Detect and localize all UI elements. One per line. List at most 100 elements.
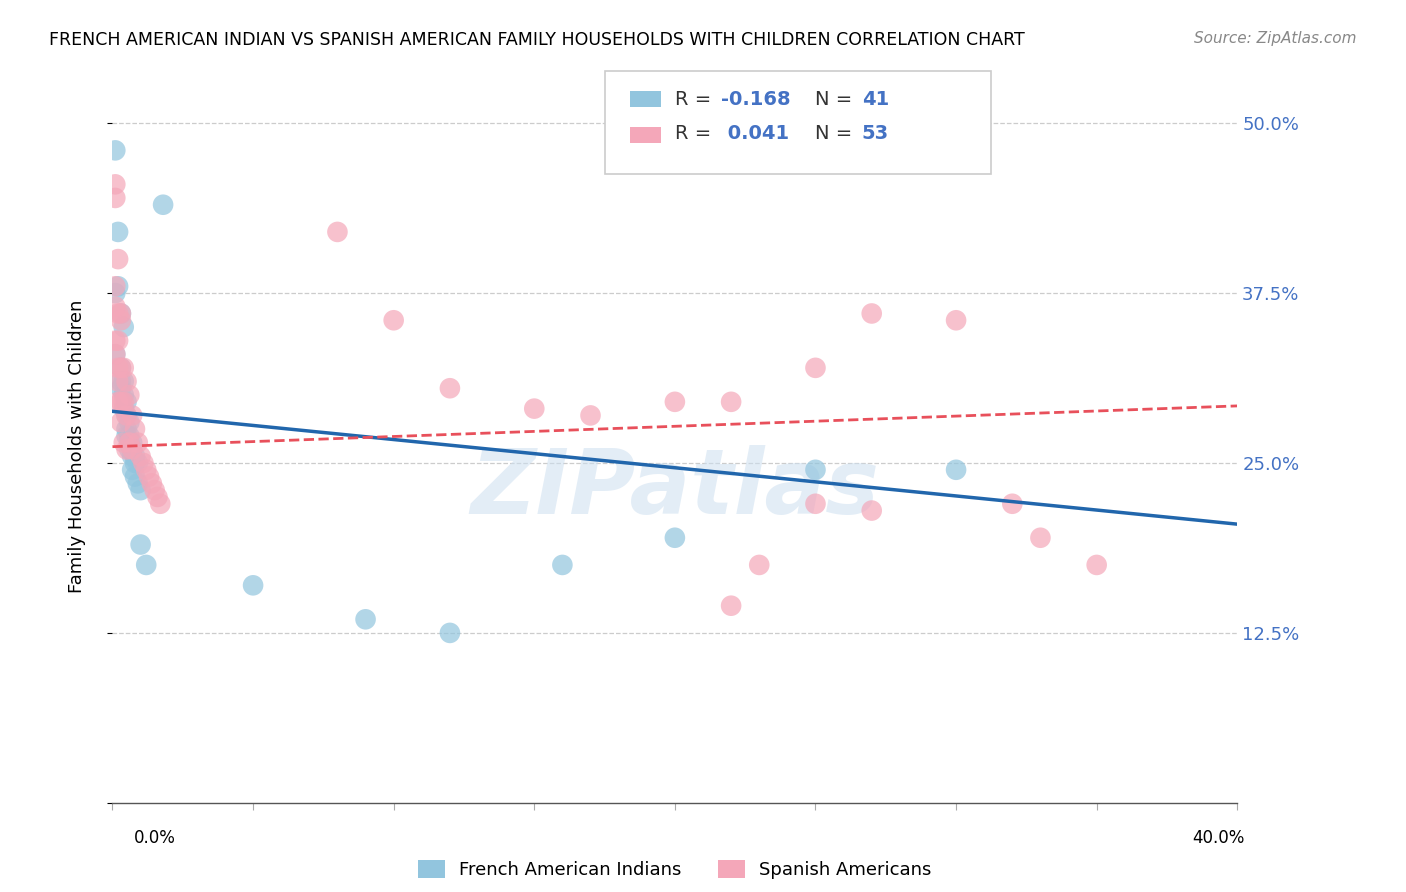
Point — [354, 612, 377, 626]
Point — [104, 144, 127, 158]
Point — [382, 313, 405, 327]
Point — [110, 360, 132, 375]
Point — [115, 375, 138, 389]
Point — [112, 375, 135, 389]
Text: N =: N = — [815, 124, 859, 144]
Point — [146, 490, 169, 504]
Point — [121, 463, 143, 477]
Point — [804, 497, 827, 511]
Text: 53: 53 — [862, 124, 889, 144]
Point — [118, 442, 141, 457]
Point — [860, 503, 883, 517]
Point — [107, 334, 129, 348]
Text: 40.0%: 40.0% — [1192, 829, 1244, 847]
Text: 0.041: 0.041 — [721, 124, 789, 144]
Point — [121, 442, 143, 457]
Point — [118, 415, 141, 429]
Text: 0.0%: 0.0% — [134, 829, 176, 847]
Point — [107, 225, 129, 239]
Point — [945, 463, 967, 477]
Point — [118, 388, 141, 402]
Point — [115, 409, 138, 423]
Point — [104, 191, 127, 205]
Point — [110, 415, 132, 429]
Point — [107, 306, 129, 320]
Point — [104, 286, 127, 301]
Text: FRENCH AMERICAN INDIAN VS SPANISH AMERICAN FAMILY HOUSEHOLDS WITH CHILDREN CORRE: FRENCH AMERICAN INDIAN VS SPANISH AMERIC… — [49, 31, 1025, 49]
Point — [110, 394, 132, 409]
Point — [127, 476, 149, 491]
Point — [945, 313, 967, 327]
Point — [104, 334, 127, 348]
Point — [523, 401, 546, 416]
Point — [129, 537, 152, 551]
Point — [1001, 497, 1024, 511]
Point — [439, 381, 461, 395]
Point — [104, 178, 127, 192]
Point — [124, 422, 146, 436]
Text: N =: N = — [815, 89, 859, 109]
Point — [720, 394, 742, 409]
Point — [112, 394, 135, 409]
Point — [124, 449, 146, 463]
Point — [112, 401, 135, 416]
Text: R =: R = — [675, 89, 717, 109]
Point — [107, 360, 129, 375]
Point — [124, 469, 146, 483]
Point — [149, 497, 172, 511]
Point — [579, 409, 602, 423]
Point — [664, 531, 686, 545]
Point — [118, 429, 141, 443]
Point — [748, 558, 770, 572]
Text: 41: 41 — [862, 89, 889, 109]
Point — [1085, 558, 1108, 572]
Point — [110, 306, 132, 320]
Point — [110, 381, 132, 395]
Point — [115, 394, 138, 409]
Text: Source: ZipAtlas.com: Source: ZipAtlas.com — [1194, 31, 1357, 46]
Point — [115, 429, 138, 443]
Point — [1029, 531, 1052, 545]
Point — [129, 483, 152, 498]
Point — [112, 320, 135, 334]
Point — [121, 442, 143, 457]
Point — [110, 306, 132, 320]
Point — [152, 198, 174, 212]
Point — [110, 360, 132, 375]
Point — [664, 394, 686, 409]
Point — [104, 300, 127, 314]
Y-axis label: Family Households with Children: Family Households with Children — [67, 300, 86, 592]
Point — [112, 388, 135, 402]
Point — [121, 449, 143, 463]
Point — [118, 435, 141, 450]
Point — [104, 347, 127, 361]
Point — [242, 578, 264, 592]
Text: R =: R = — [675, 124, 717, 144]
Point — [107, 279, 129, 293]
Point — [112, 360, 135, 375]
Point — [860, 306, 883, 320]
Point — [115, 409, 138, 423]
Point — [121, 409, 143, 423]
Point — [112, 435, 135, 450]
Text: ZIPatlas: ZIPatlas — [471, 445, 879, 533]
Point — [141, 476, 163, 491]
Point — [104, 347, 127, 361]
Point — [127, 435, 149, 450]
Point — [143, 483, 166, 498]
Point — [135, 463, 157, 477]
Point — [129, 449, 152, 463]
Point — [107, 394, 129, 409]
Point — [439, 626, 461, 640]
Point — [110, 375, 132, 389]
Point — [118, 435, 141, 450]
Point — [135, 558, 157, 572]
Point — [115, 442, 138, 457]
Point — [138, 469, 160, 483]
Point — [107, 252, 129, 266]
Point — [127, 456, 149, 470]
Point — [115, 422, 138, 436]
Point — [804, 463, 827, 477]
Point — [124, 456, 146, 470]
Point — [121, 435, 143, 450]
